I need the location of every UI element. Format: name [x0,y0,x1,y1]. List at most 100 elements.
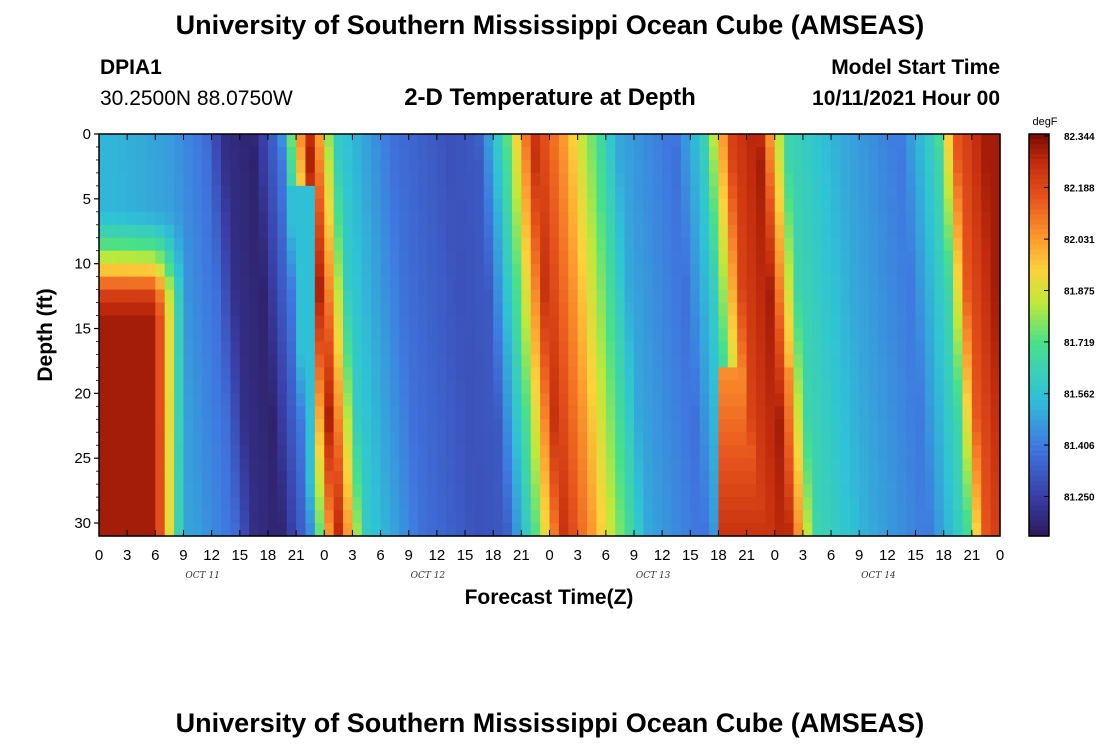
heatmap-cell [427,484,438,498]
heatmap-cell [718,445,729,459]
heatmap-cell [831,211,842,226]
heatmap-cell [343,172,354,187]
heatmap-cell [971,432,982,446]
heatmap-cell [511,432,522,446]
heatmap-cell [671,510,682,524]
heatmap-cell [371,523,382,537]
heatmap-cell [624,146,635,161]
heatmap-cell [361,445,372,459]
heatmap-cell [577,159,588,174]
heatmap-cell [511,250,522,265]
heatmap-cell [934,354,945,369]
heatmap-cell [493,484,504,498]
heatmap-cell [568,289,579,304]
heatmap-cell [643,406,654,420]
heatmap-cell [812,497,823,511]
heatmap-cell [389,263,400,278]
colorbar-segment [1029,169,1049,175]
colorbar: 82.34482.18882.03181.87581.71981.56281.4… [1028,132,1095,537]
heatmap-cell [868,172,879,187]
heatmap-cell [558,224,569,239]
heatmap-cell [314,185,325,200]
heatmap-cell [511,159,522,174]
heatmap-cell [643,289,654,304]
x-tick-label: 6 [151,547,159,564]
heatmap-cell [662,134,673,148]
heatmap-cell [277,172,288,187]
heatmap-cell [812,211,823,226]
heatmap-cell [577,211,588,226]
heatmap-cell [924,211,935,226]
heatmap-cell [249,393,260,407]
heatmap-cell [596,185,607,200]
heatmap-cell [934,367,945,381]
heatmap-cell [877,484,888,498]
heatmap-cell [859,458,870,472]
heatmap-cell [418,497,429,511]
heatmap-cell [915,471,926,485]
heatmap-cell [558,367,569,381]
heatmap-cell [755,315,766,330]
heatmap-cell [211,159,222,174]
heatmap-cell [802,185,813,200]
heatmap-cell [418,341,429,356]
heatmap-cell [314,250,325,265]
heatmap-cell [690,289,701,304]
heatmap-cell [502,510,513,524]
heatmap-cell [465,211,476,226]
heatmap-cell [511,406,522,420]
heatmap-cell [727,237,738,252]
heatmap-cell [427,445,438,459]
heatmap-cell [408,458,419,472]
heatmap-cell [455,237,466,252]
heatmap-cell [924,380,935,394]
heatmap-cell [981,354,992,369]
heatmap-cell [680,289,691,304]
heatmap-cell [587,211,598,226]
heatmap-cell [877,510,888,524]
heatmap-cell [718,198,729,213]
heatmap-cell [587,497,598,511]
heatmap-cell [389,289,400,304]
heatmap-cell [324,263,335,278]
heatmap-cell [568,354,579,369]
heatmap-cell [117,172,128,187]
heatmap-cell [389,250,400,265]
heatmap-cell [605,341,616,356]
heatmap-cell [192,484,203,498]
heatmap-cell [230,276,241,291]
x-tick-label: 0 [320,547,328,564]
heatmap-cell [446,263,457,278]
colorbar-segment [1029,445,1049,452]
heatmap-cell [427,134,438,148]
heatmap-cell [671,471,682,485]
heatmap-cell [418,354,429,369]
heatmap-cell [680,159,691,174]
heatmap-cell [587,146,598,161]
x-tick-label: 12 [879,547,896,564]
heatmap-cell [418,276,429,291]
heatmap-cell [671,302,682,317]
heatmap-cell [418,198,429,213]
heatmap-cell [446,471,457,485]
heatmap-cell [793,484,804,498]
heatmap-cell [859,510,870,524]
heatmap-cell [709,289,720,304]
heatmap-cell [690,341,701,356]
heatmap-cell [343,276,354,291]
heatmap-cell [868,432,879,446]
heatmap-cell [239,510,250,524]
heatmap-cell [418,484,429,498]
heatmap-cell [868,237,879,252]
heatmap-cell [380,302,391,317]
heatmap-cell [436,146,447,161]
heatmap-cell [727,458,738,472]
heatmap-cell [849,419,860,433]
heatmap-cell [117,276,128,291]
heatmap-cell [117,406,128,420]
heatmap-cell [671,224,682,239]
heatmap-cell [755,458,766,472]
heatmap-cell [249,445,260,459]
heatmap-cell [465,146,476,161]
x-tick-label: 15 [682,547,699,564]
